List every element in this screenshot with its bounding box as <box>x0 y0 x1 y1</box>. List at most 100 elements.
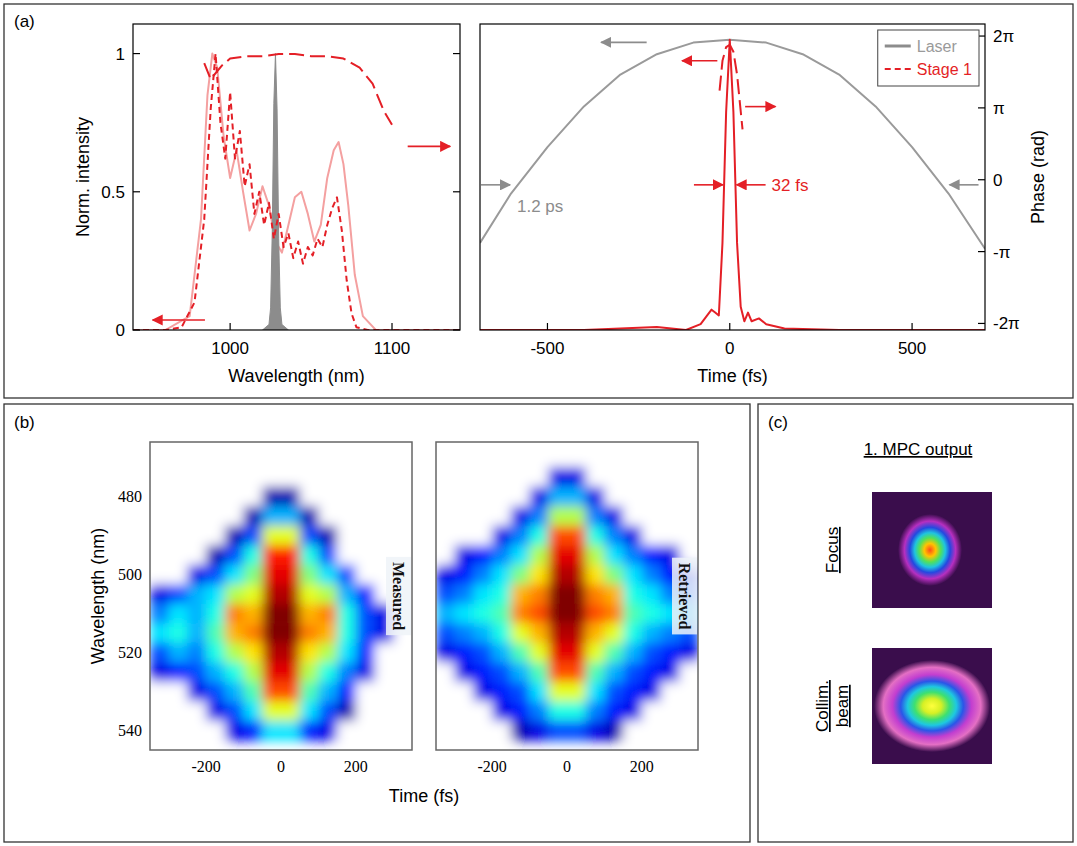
heatmap-cells <box>150 448 412 741</box>
panel-border <box>758 404 1073 842</box>
heatmap-frame <box>436 442 698 750</box>
heatmap-cell <box>586 662 605 682</box>
heatmap-cell <box>586 623 605 643</box>
heatmap-cell <box>375 506 394 526</box>
heatmap-cell <box>281 701 300 721</box>
area-series <box>263 54 289 330</box>
heatmap-cell <box>511 623 530 643</box>
heatmap-cell <box>492 682 511 702</box>
heatmap-cell <box>548 526 567 546</box>
heatmap-cell <box>642 565 661 585</box>
panel-border <box>4 404 750 842</box>
heatmap-cell <box>375 682 394 702</box>
heatmap-cell <box>604 721 623 741</box>
heatmap-cell <box>318 682 337 702</box>
heatmap-cell <box>511 662 530 682</box>
heatmap-cell <box>393 701 412 721</box>
heatmap-cell <box>244 565 263 585</box>
x-tick-label: 1100 <box>374 339 411 358</box>
y-tick-label: 500 <box>118 566 142 583</box>
fwhm-arrow <box>737 184 766 186</box>
heatmap-cell <box>318 721 337 741</box>
heatmap-cell <box>375 721 394 741</box>
heatmap-cell <box>642 487 661 507</box>
heatmap-cell <box>623 467 642 487</box>
plot-frame <box>133 24 460 330</box>
heatmap-cell <box>169 584 188 604</box>
heatmap-cell <box>511 545 530 565</box>
heatmap-cell <box>473 701 492 721</box>
panel-letter: (c) <box>768 413 788 432</box>
heatmap-cell <box>586 701 605 721</box>
heatmap-cell <box>642 506 661 526</box>
heatmap-cell <box>511 487 530 507</box>
heatmap-cell <box>511 506 530 526</box>
heatmap-cell <box>530 448 549 468</box>
heatmap-cell <box>262 623 281 643</box>
heatmap-cell <box>150 682 169 702</box>
heatmap-cell <box>150 584 169 604</box>
heatmap-cell <box>455 487 474 507</box>
heatmap-cell <box>393 506 412 526</box>
heatmap-cell <box>300 506 319 526</box>
heatmap-cell <box>473 682 492 702</box>
heatmap-cell <box>604 662 623 682</box>
beam-title: 1. MPC output <box>864 440 973 459</box>
heatmap-cell <box>225 623 244 643</box>
heatmap-cell <box>206 526 225 546</box>
y-tick <box>133 329 140 330</box>
heatmap-cell <box>492 448 511 468</box>
heatmap-cell <box>262 526 281 546</box>
heatmap-area <box>436 442 698 750</box>
legend-label: Laser <box>917 38 958 55</box>
heatmap-cell <box>586 584 605 604</box>
y-tick-label: 0.5 <box>101 183 125 202</box>
heatmap-cell <box>393 643 412 663</box>
heatmap-cell <box>492 623 511 643</box>
y-tick-right <box>453 53 460 54</box>
heatmap-cell <box>337 662 356 682</box>
heatmap-cell <box>150 701 169 721</box>
heatmap-cell <box>623 487 642 507</box>
heatmap-cell <box>642 545 661 565</box>
heatmap-cell <box>337 643 356 663</box>
y2-tick-label: -π <box>993 243 1010 262</box>
heatmap-cell <box>548 623 567 643</box>
heatmap-cell <box>567 506 586 526</box>
heatmap-cell <box>586 526 605 546</box>
heatmap-cell <box>337 604 356 624</box>
heatmap-cell <box>356 662 375 682</box>
heatmap-cell <box>244 506 263 526</box>
heatmap-cell <box>244 643 263 663</box>
panel-letter: (a) <box>14 12 35 31</box>
heatmap-cell <box>586 721 605 741</box>
heatmap-cell <box>473 545 492 565</box>
legend-box <box>878 30 979 86</box>
heatmap-cell <box>393 467 412 487</box>
heatmap-cell <box>679 448 698 468</box>
heatmap-cell <box>281 487 300 507</box>
heatmap-cell <box>623 721 642 741</box>
heatmap-cell <box>455 526 474 546</box>
heatmap-cell <box>642 526 661 546</box>
heatmap-cell <box>318 506 337 526</box>
heatmap-cell <box>473 623 492 643</box>
heatmap-cell <box>492 487 511 507</box>
heatmap-cell <box>586 506 605 526</box>
heatmap-cells <box>436 448 698 741</box>
heatmap-cell <box>567 662 586 682</box>
heatmap-cell <box>244 545 263 565</box>
heatmap-cell <box>436 682 455 702</box>
heatmap-cell <box>473 584 492 604</box>
heatmap-cell <box>436 487 455 507</box>
heatmap-cell <box>262 506 281 526</box>
y-tick-right <box>453 191 460 192</box>
heatmap-cell <box>436 721 455 741</box>
heatmap-cell <box>300 643 319 663</box>
heatmap-bg <box>436 442 698 750</box>
y-tick-label: 1 <box>116 45 125 64</box>
heatmap-cell <box>262 448 281 468</box>
y-tick-label: 480 <box>118 488 142 505</box>
heatmap-cell <box>492 604 511 624</box>
heatmap-cell <box>455 682 474 702</box>
